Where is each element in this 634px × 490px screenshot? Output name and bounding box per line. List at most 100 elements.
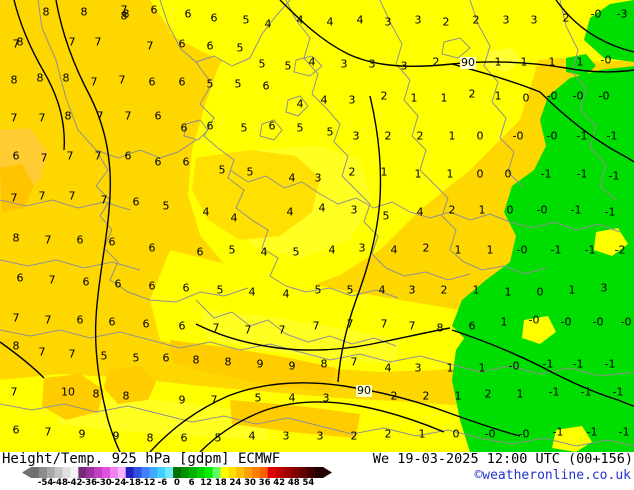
band-gold-de xyxy=(192,150,320,240)
temperature-value: 7 xyxy=(38,111,46,125)
temperature-value: 3 xyxy=(502,13,510,27)
color-scale-tick-label: 54 xyxy=(302,478,315,488)
temperature-value: -0 xyxy=(546,89,558,103)
height-contours xyxy=(0,0,634,452)
temperature-value: 4 xyxy=(384,361,392,375)
color-scale-swatch xyxy=(149,467,158,478)
temperature-value: 3 xyxy=(368,57,376,71)
color-scale-tick-label: 12 xyxy=(200,478,213,488)
color-scale-swatch xyxy=(38,467,48,478)
temperature-value: 1 xyxy=(576,55,584,69)
temperature-value: 8 xyxy=(320,357,328,371)
color-scale-swatch xyxy=(86,467,95,478)
temperature-value: -1 xyxy=(606,129,618,143)
temperature-value: 6 xyxy=(82,275,90,289)
temperature-value: -1 xyxy=(612,385,624,399)
temperature-value: 8 xyxy=(64,109,72,123)
color-scale-swatch xyxy=(204,467,214,478)
color-scale-swatch xyxy=(283,467,293,478)
color-scale-tick-label: 48 xyxy=(287,478,300,488)
band-green-ne xyxy=(584,0,634,62)
temperature-value: -1 xyxy=(548,385,560,399)
temperature-value: 5 xyxy=(382,209,390,223)
temperature-value: -1 xyxy=(584,243,596,257)
temperature-value: 1 xyxy=(440,91,448,105)
temperature-value: 5 xyxy=(162,199,170,213)
temperature-value: 7 xyxy=(278,323,286,337)
temperature-value: 4 xyxy=(282,287,290,301)
temperature-value: 8 xyxy=(224,355,232,369)
copyright-credit: ©weatheronline.co.uk xyxy=(474,468,631,483)
administrative-borders xyxy=(0,0,634,447)
temperature-value: 6 xyxy=(16,271,24,285)
temperature-value: 2 xyxy=(432,55,440,69)
temperature-value: -1 xyxy=(576,167,588,181)
temperature-value: 6 xyxy=(150,3,158,17)
temperature-value: -1 xyxy=(540,167,552,181)
temperature-value: 8 xyxy=(16,35,24,49)
temperature-value: 6 xyxy=(162,351,170,365)
temperature-value: 7 xyxy=(48,273,56,287)
temperature-value: 6 xyxy=(148,75,156,89)
temperature-value: 6 xyxy=(182,155,190,169)
temperature-value: 1 xyxy=(494,89,502,103)
temperature-value: 1 xyxy=(448,129,456,143)
temperature-value: 4 xyxy=(320,93,328,107)
temperature-value: -1 xyxy=(604,357,616,371)
temperature-value: -0 xyxy=(516,243,528,257)
temperature-value: -0 xyxy=(528,313,540,327)
temperature-value: 1 xyxy=(500,315,508,329)
temperature-value: 2 xyxy=(442,15,450,29)
temperature-value: 3 xyxy=(414,13,422,27)
temperature-value: 6 xyxy=(206,39,214,53)
color-scale-tick-label: -6 xyxy=(157,478,168,488)
temperature-value: 1 xyxy=(446,361,454,375)
temperature-value: 3 xyxy=(530,13,538,27)
temperature-value: 7 xyxy=(312,319,320,333)
temperature-value: 1 xyxy=(410,91,418,105)
temperature-value: -0 xyxy=(600,53,612,67)
temperature-value: 6 xyxy=(180,121,188,135)
temperature-value: 8 xyxy=(10,73,18,87)
temperature-value: 1 xyxy=(516,387,524,401)
temperature-value: 9 xyxy=(256,357,264,371)
temperature-value: 7 xyxy=(12,37,20,51)
temperature-value: 4 xyxy=(202,205,210,219)
temperature-value: 7 xyxy=(44,233,52,247)
temperature-value: 5 xyxy=(236,41,244,55)
temperature-value: 4 xyxy=(308,55,316,69)
color-scale-swatch xyxy=(180,467,190,478)
band-orange-sw2 xyxy=(104,366,156,404)
temperature-value: 6 xyxy=(206,119,214,133)
temperature-value: 4 xyxy=(296,13,304,27)
color-scale-swatch xyxy=(228,467,237,478)
color-scale-swatch xyxy=(70,467,79,478)
temperature-value: 7 xyxy=(244,323,252,337)
temperature-value: 1 xyxy=(446,167,454,181)
temperature-value: -1 xyxy=(580,385,592,399)
color-scale-tick-label: -18 xyxy=(125,478,141,488)
temperature-value: 7 xyxy=(68,35,76,49)
map-canvas[interactable]: 8 8 8 7 6 6 6 5 4 4 4 4 3 3 2 2 3 3 2 -0 -3 7 7 7 8 8 7 6 6 5 5 5 4 3 3 3 2 1… xyxy=(0,0,634,452)
product-title: Height/Temp. 925 hPa [gdpm] ECMWF xyxy=(2,451,281,467)
color-scale-tick-label: 6 xyxy=(188,478,195,488)
temperature-value: 0 xyxy=(506,203,514,217)
color-scale-swatch xyxy=(315,467,324,478)
temperature-value: 0 xyxy=(504,167,512,181)
temperature-value: 3 xyxy=(314,171,322,185)
color-scale-swatch xyxy=(236,467,245,478)
temperature-value: 7 xyxy=(68,347,76,361)
temperature-value: 3 xyxy=(350,203,358,217)
temperature-value: 4 xyxy=(288,171,296,185)
temperature-value: 2 xyxy=(422,389,430,403)
temperature-value: 3 xyxy=(322,391,330,405)
color-scale-swatch xyxy=(259,467,269,478)
temperature-value: 7 xyxy=(408,319,416,333)
temperature-value: 1 xyxy=(520,55,528,69)
temperature-value: 1 xyxy=(486,243,494,257)
temperature-value: 4 xyxy=(326,15,334,29)
temperature-value: 2 xyxy=(440,283,448,297)
footer-bar: Height/Temp. 925 hPa [gdpm] ECMWF We 19-… xyxy=(0,451,634,490)
temperature-value: -1 xyxy=(552,425,564,439)
color-scale-ticks: -54 -48 -42 -36 -30 -24 -18 -12 -6 0 6 12 18 24 30 36 42… xyxy=(22,478,342,489)
